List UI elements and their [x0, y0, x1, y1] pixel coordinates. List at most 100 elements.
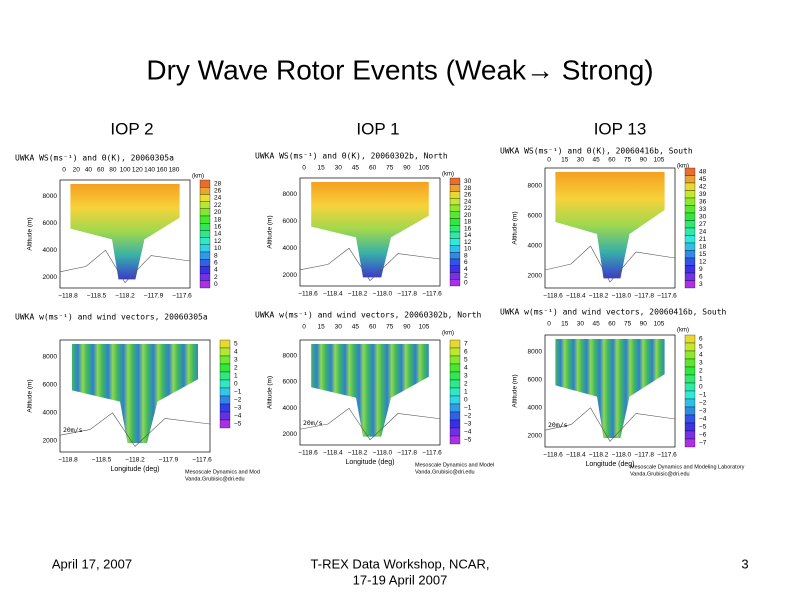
colorbar-label: 16 [214, 224, 222, 231]
colorbar-swatch [684, 280, 696, 289]
colorbar-label: 1 [464, 389, 468, 396]
vector-scale: 20m/s [303, 419, 323, 427]
colorbar-label: 6 [464, 349, 468, 356]
top-tick-label: 60 [97, 167, 105, 174]
top-unit: (km) [442, 331, 454, 337]
top-tick-label: 30 [335, 324, 343, 331]
colorbar-label: 4 [234, 349, 238, 356]
colorbar-label: 4 [214, 267, 218, 274]
terrain [299, 407, 441, 441]
colorbar-swatch [199, 187, 211, 195]
colorbar-label: −3 [234, 405, 242, 412]
colorbar-swatch [684, 257, 696, 266]
colorbar-label: 0 [464, 397, 468, 404]
top-tick-label: 60 [369, 165, 377, 172]
y-tick-label: 6000 [283, 218, 298, 225]
top-tick-label: 45 [593, 321, 601, 328]
colorbar-label: 28 [464, 185, 472, 192]
colorbar-swatch [684, 366, 696, 376]
colorbar-label: 18 [214, 216, 222, 223]
top-tick-label: 45 [352, 165, 360, 172]
colorbar-swatch [449, 371, 461, 381]
colorbar-label: 39 [699, 191, 707, 198]
x-tick-label: −118.4 [323, 450, 343, 457]
colorbar-label: 10 [464, 246, 472, 253]
y-tick-label: 8000 [43, 193, 58, 200]
colorbar-label: 5 [699, 344, 703, 351]
colorbar-label: 0 [464, 279, 468, 286]
colorbar-swatch [684, 235, 696, 244]
colorbar-label: 14 [214, 231, 222, 238]
colorbar-swatch [684, 212, 696, 221]
top-tick-label: 0 [302, 165, 306, 172]
top-tick-label: 0 [547, 321, 551, 328]
colorbar-swatch [449, 279, 461, 287]
top-tick-label: 45 [352, 324, 360, 331]
vector-scale: 20m/s [548, 421, 568, 429]
footer-event: T-REX Data Workshop, NCAR, [311, 556, 490, 571]
y-tick-label: 2000 [528, 273, 543, 280]
x-tick-label: −118.8 [58, 293, 78, 300]
colorbar-swatch [219, 419, 231, 429]
x-tick-label: −118.4 [566, 293, 586, 300]
colorbar-swatch [684, 358, 696, 368]
colorbar-label: −1 [464, 405, 472, 412]
terrain [544, 407, 676, 442]
colorbar-swatch [684, 390, 696, 400]
panel-title: UWKA w(ms⁻¹) and wind vectors, 20060302b… [255, 311, 482, 320]
colorbar-label: 3 [699, 360, 703, 367]
colorbar-label: −4 [464, 429, 472, 436]
x-tick-label: −117.9 [144, 293, 164, 300]
x-axis-label: Longitude (deg) [585, 461, 634, 468]
x-tick-label: −118.6 [298, 450, 318, 457]
colorbar-label: 4 [464, 365, 468, 372]
panel-title: UWKA WS(ms⁻¹) and Θ(K), 20060302b, North [255, 152, 448, 161]
x-tick-label: −118.0 [373, 450, 393, 457]
colorbar-label: 24 [214, 195, 222, 202]
x-tick-label: −118.6 [298, 291, 318, 298]
top-unit: (km) [677, 164, 689, 170]
colorbar-label: −2 [699, 400, 707, 407]
colorbar-label: 18 [699, 243, 707, 250]
plot-field [70, 184, 180, 280]
top-tick-label: 30 [577, 157, 585, 164]
colorbar-swatch [449, 258, 461, 266]
colorbar-swatch [199, 280, 211, 289]
colorbar-label: 12 [464, 239, 472, 246]
terrain [544, 245, 676, 283]
top-tick-label: 90 [403, 324, 411, 331]
y-tick-label: 2000 [283, 431, 298, 438]
x-tick-label: −118.2 [115, 293, 135, 300]
colorbar-swatch [449, 231, 461, 239]
colorbar-swatch [219, 395, 231, 405]
colorbar-swatch [449, 245, 461, 253]
x-tick-label: −117.9 [159, 457, 179, 464]
colorbar-swatch [199, 259, 211, 267]
y-tick-label: 8000 [283, 352, 298, 359]
top-tick-label: 105 [654, 321, 665, 328]
colorbar-label: −5 [234, 421, 242, 428]
y-tick-label: 8000 [43, 354, 58, 361]
column-header: IOP 2 [110, 119, 153, 138]
y-tick-label: 6000 [528, 213, 543, 220]
colorbar-swatch [199, 251, 211, 260]
plot-field [311, 344, 429, 437]
colorbar-swatch [449, 363, 461, 373]
colorbar-swatch [449, 419, 461, 429]
colorbar-label: 2 [464, 381, 468, 388]
y-axis-label: Altitude (m) [512, 374, 519, 407]
colorbar-label: 8 [464, 252, 468, 259]
colorbar-swatch [449, 355, 461, 365]
colorbar-label: −4 [699, 416, 707, 423]
y-axis-label: Altitude (m) [267, 376, 274, 409]
colorbar-label: 28 [214, 180, 222, 187]
x-tick-label: −118.2 [125, 457, 145, 464]
x-tick-label: −117.8 [397, 450, 417, 457]
top-tick-label: 15 [318, 324, 326, 331]
top-tick-label: 105 [419, 165, 430, 172]
top-tick-label: 75 [386, 324, 394, 331]
colorbar-label: 5 [464, 357, 468, 364]
top-tick-label: 100 [120, 167, 131, 174]
credit: Vanda.Grubisic@dri.edu [415, 469, 475, 475]
x-tick-label: −117.6 [657, 452, 677, 459]
